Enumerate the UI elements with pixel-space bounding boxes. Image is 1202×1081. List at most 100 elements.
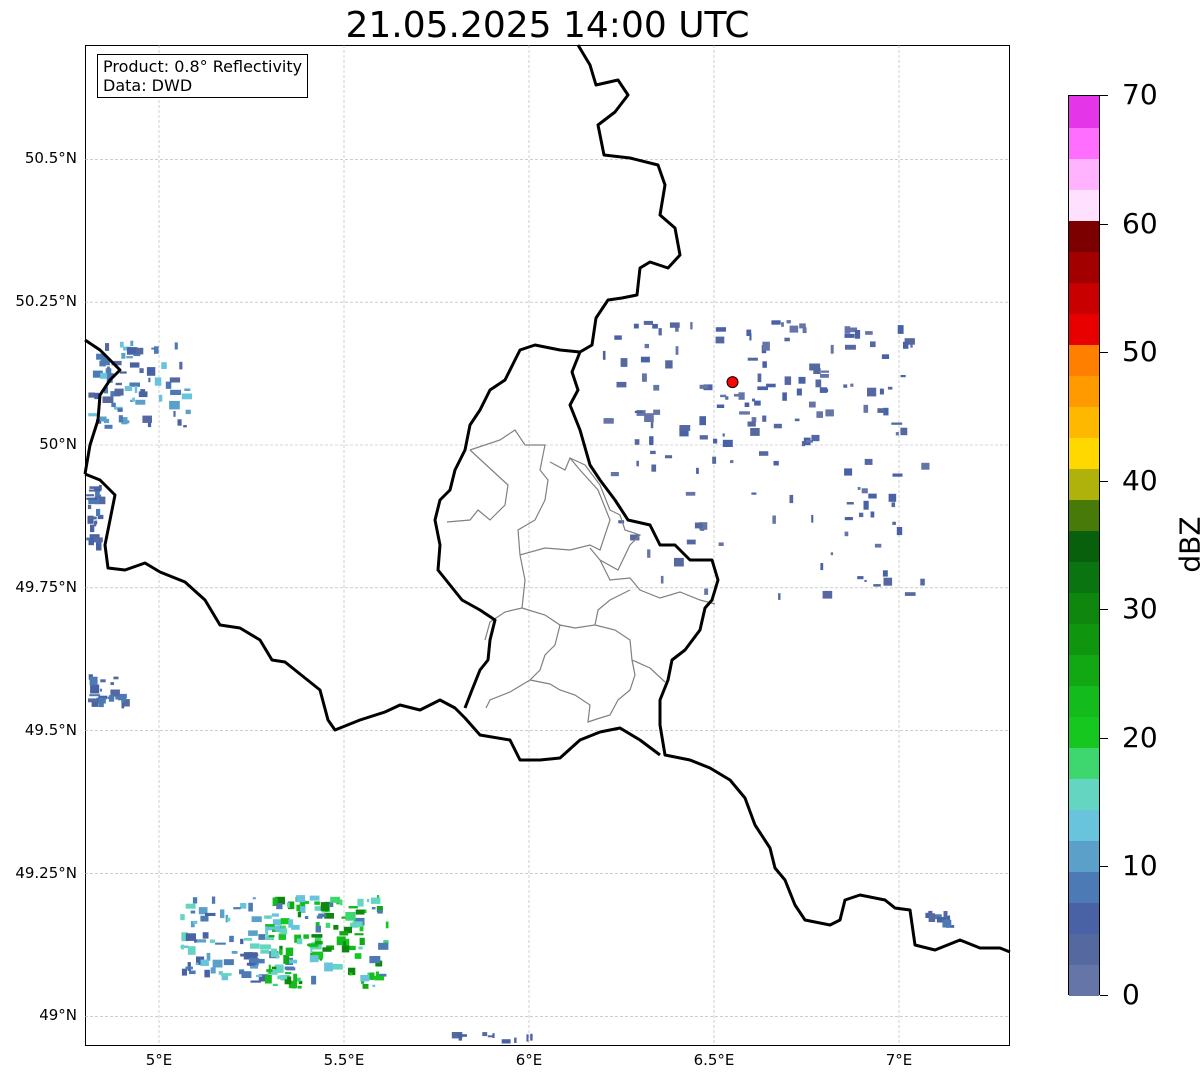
echo-pixel <box>309 895 320 901</box>
echo-pixel <box>181 944 184 950</box>
echo-pixel <box>276 903 283 910</box>
colorbar-segment <box>1069 592 1099 625</box>
echo-pixel <box>309 955 319 963</box>
echo-pixel <box>341 945 350 953</box>
echo-pixel <box>225 914 228 923</box>
echo-pixel <box>260 944 271 950</box>
echo-pixel <box>699 384 709 389</box>
echo-pixel <box>277 975 288 980</box>
echo-pixel <box>644 413 654 422</box>
echo-pixel <box>185 409 191 415</box>
colorbar-segment <box>1069 313 1099 345</box>
echo-pixel <box>90 524 95 533</box>
colorbar-segment <box>1069 561 1099 594</box>
echo-pixel <box>272 897 278 906</box>
echo-pixel <box>148 377 151 383</box>
lon-tick-label: 6.5°E <box>693 1051 735 1069</box>
echo-pixel <box>361 980 365 984</box>
echo-pixel <box>102 396 114 403</box>
echo-pixel <box>752 398 755 402</box>
echo-pixel <box>501 1039 511 1044</box>
echo-pixel <box>715 336 725 344</box>
echo-pixel <box>96 353 107 360</box>
echo-pixel <box>762 341 770 351</box>
echo-pixel <box>650 421 654 429</box>
echo-pixel <box>602 350 606 360</box>
echo-pixel <box>653 384 660 391</box>
echo-pixel <box>183 425 187 428</box>
colorbar-segment <box>1069 778 1099 811</box>
map-frame <box>85 45 1010 1046</box>
district-boundary <box>446 449 509 523</box>
echo-pixel <box>811 514 814 523</box>
echo-pixel <box>358 946 363 950</box>
echo-pixel <box>686 539 696 545</box>
echo-pixel <box>341 916 346 919</box>
echo-pixel <box>298 904 306 914</box>
echo-pixel <box>844 517 853 521</box>
echo-pixel <box>250 964 259 969</box>
echo-pixel <box>696 467 699 474</box>
echo-pixel <box>330 896 341 903</box>
colorbar-segment <box>1069 437 1099 469</box>
echo-pixel <box>314 906 321 911</box>
echo-pixel <box>846 502 854 505</box>
echo-pixel <box>285 972 292 975</box>
echo-pixel <box>362 984 369 989</box>
echo-pixel <box>111 360 122 366</box>
echo-pixel <box>181 932 188 942</box>
echo-pixel <box>339 931 349 936</box>
echo-pixel <box>110 689 120 697</box>
echo-pixel <box>809 401 816 408</box>
echo-pixel <box>93 520 97 527</box>
colorbar <box>1068 95 1100 997</box>
district-boundary <box>521 589 631 629</box>
echo-pixel <box>94 486 102 492</box>
echo-pixel <box>223 959 234 966</box>
echo-pixel <box>630 534 640 541</box>
echo-pixel <box>345 940 349 946</box>
echo-pixel <box>674 557 684 567</box>
echo-pixel <box>867 387 877 397</box>
echo-pixel <box>227 917 231 922</box>
echo-pixel <box>694 522 703 529</box>
echo-pixel <box>185 966 193 970</box>
echo-pixel <box>773 423 782 429</box>
echo-pixel <box>154 346 159 354</box>
colorbar-segment <box>1069 282 1099 314</box>
echo-pixel <box>762 361 767 368</box>
echo-pixel <box>943 911 948 920</box>
colorbar-segment <box>1069 902 1099 935</box>
echo-pixel <box>187 946 196 955</box>
echo-pixel <box>272 929 277 933</box>
colorbar-tick-label: 0 <box>1122 978 1140 1011</box>
lon-tick-label: 5°E <box>145 1051 173 1069</box>
echo-pixel <box>99 416 107 422</box>
echo-pixel <box>146 367 156 376</box>
echo-pixel <box>121 352 126 359</box>
echo-pixel <box>314 940 323 945</box>
colorbar-tick-label: 70 <box>1122 78 1158 111</box>
echo-pixel <box>94 496 106 505</box>
echo-pixel <box>333 924 339 930</box>
echo-pixel <box>151 347 155 350</box>
echo-pixel <box>854 330 861 339</box>
echo-pixel <box>754 400 761 406</box>
echo-pixel <box>252 897 256 900</box>
echo-pixel <box>272 966 277 970</box>
colorbar-segment <box>1069 406 1099 438</box>
colorbar-tick-label: 20 <box>1122 720 1158 754</box>
echo-pixel <box>614 335 622 340</box>
echo-pixel <box>88 489 98 492</box>
echo-pixel <box>759 451 769 456</box>
echo-pixel <box>126 356 133 359</box>
echo-pixel <box>610 472 619 477</box>
echo-pixel <box>816 411 823 418</box>
echo-pixel <box>348 906 358 909</box>
echo-pixel <box>722 433 725 437</box>
echo-pixel <box>378 942 389 950</box>
echo-pixel <box>147 420 152 428</box>
echo-pixel <box>280 918 290 925</box>
echo-pixel <box>91 700 99 707</box>
echo-pixel <box>124 385 133 391</box>
